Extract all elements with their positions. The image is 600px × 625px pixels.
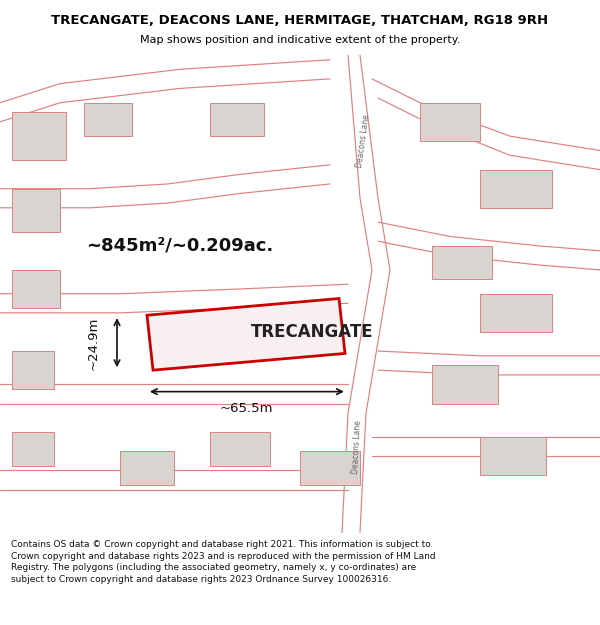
Polygon shape: [12, 112, 66, 160]
Polygon shape: [210, 102, 264, 136]
Polygon shape: [480, 169, 552, 208]
Polygon shape: [210, 432, 270, 466]
Polygon shape: [12, 270, 60, 308]
Text: Contains OS data © Crown copyright and database right 2021. This information is : Contains OS data © Crown copyright and d…: [11, 540, 436, 584]
Text: Deacons Lane: Deacons Lane: [355, 114, 371, 168]
Polygon shape: [300, 451, 360, 485]
Text: TRECANGATE: TRECANGATE: [251, 323, 373, 341]
Polygon shape: [12, 189, 60, 232]
Text: ~65.5m: ~65.5m: [219, 402, 273, 415]
Polygon shape: [420, 102, 480, 141]
Text: TRECANGATE, DEACONS LANE, HERMITAGE, THATCHAM, RG18 9RH: TRECANGATE, DEACONS LANE, HERMITAGE, THA…: [52, 14, 548, 28]
Polygon shape: [84, 102, 132, 136]
Polygon shape: [480, 437, 546, 475]
Text: Map shows position and indicative extent of the property.: Map shows position and indicative extent…: [140, 34, 460, 44]
Text: Deacons Lane: Deacons Lane: [351, 419, 363, 474]
Polygon shape: [432, 246, 492, 279]
Polygon shape: [120, 451, 174, 485]
Text: ~845m²/~0.209ac.: ~845m²/~0.209ac.: [86, 237, 274, 255]
Text: ~24.9m: ~24.9m: [86, 316, 100, 369]
Polygon shape: [432, 366, 498, 404]
Polygon shape: [147, 299, 345, 370]
Polygon shape: [12, 432, 54, 466]
Polygon shape: [12, 351, 54, 389]
Polygon shape: [480, 294, 552, 332]
